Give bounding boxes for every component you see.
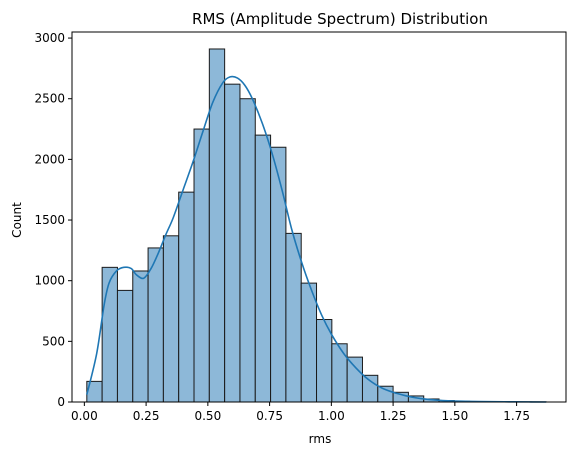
chart-title: RMS (Amplitude Spectrum) Distribution bbox=[192, 10, 488, 28]
y-tick-label: 3000 bbox=[34, 31, 65, 45]
y-tick-label: 0 bbox=[57, 395, 65, 409]
histogram-bar-8 bbox=[208, 48, 226, 403]
histogram-bar-16 bbox=[331, 343, 348, 403]
x-tick-label: 0.25 bbox=[133, 409, 160, 423]
y-tick-label: 2000 bbox=[34, 152, 65, 166]
histogram-bar-6 bbox=[178, 191, 195, 403]
y-axis-label: Count bbox=[10, 202, 24, 238]
histogram-bar-19 bbox=[377, 385, 394, 403]
x-tick-label: 0.00 bbox=[71, 409, 98, 423]
kde-curve-group bbox=[86, 75, 547, 403]
histogram-bar-12 bbox=[270, 146, 287, 403]
x-axis-label: rms bbox=[309, 432, 332, 446]
histogram-bar-5 bbox=[162, 235, 180, 403]
histogram-bar-3 bbox=[132, 270, 149, 403]
histogram-bar-2 bbox=[116, 289, 134, 403]
y-tick-label: 1000 bbox=[34, 274, 65, 288]
histogram-bar-7 bbox=[193, 128, 210, 403]
x-tick-label: 1.50 bbox=[441, 409, 468, 423]
x-tick-label: 1.75 bbox=[503, 409, 530, 423]
histogram-bar-14 bbox=[300, 282, 318, 403]
histogram-bar-9 bbox=[224, 83, 241, 403]
histogram-bars bbox=[86, 48, 547, 403]
y-tick-label: 1500 bbox=[34, 213, 65, 227]
x-axis: 0.00 0.25 0.50 0.75 1.00 1.25 1.50 1.75 bbox=[71, 402, 530, 423]
histogram-bar-10 bbox=[239, 98, 256, 403]
histogram-bar-18 bbox=[361, 374, 379, 403]
histogram-bar-13 bbox=[285, 232, 302, 403]
y-tick-label: 500 bbox=[42, 334, 65, 348]
x-tick-label: 1.00 bbox=[318, 409, 345, 423]
y-tick-label: 2500 bbox=[34, 92, 65, 106]
x-tick-label: 0.50 bbox=[194, 409, 221, 423]
histogram-bar-17 bbox=[346, 356, 363, 403]
x-tick-label: 1.25 bbox=[380, 409, 407, 423]
histogram-bar-11 bbox=[254, 134, 272, 403]
y-axis: 0 500 1000 1500 2000 2500 3000 bbox=[34, 31, 72, 409]
plot-frame bbox=[71, 31, 567, 403]
kde-curve bbox=[86, 75, 547, 403]
x-tick-label: 0.75 bbox=[256, 409, 283, 423]
histogram-bar-1 bbox=[101, 266, 118, 403]
